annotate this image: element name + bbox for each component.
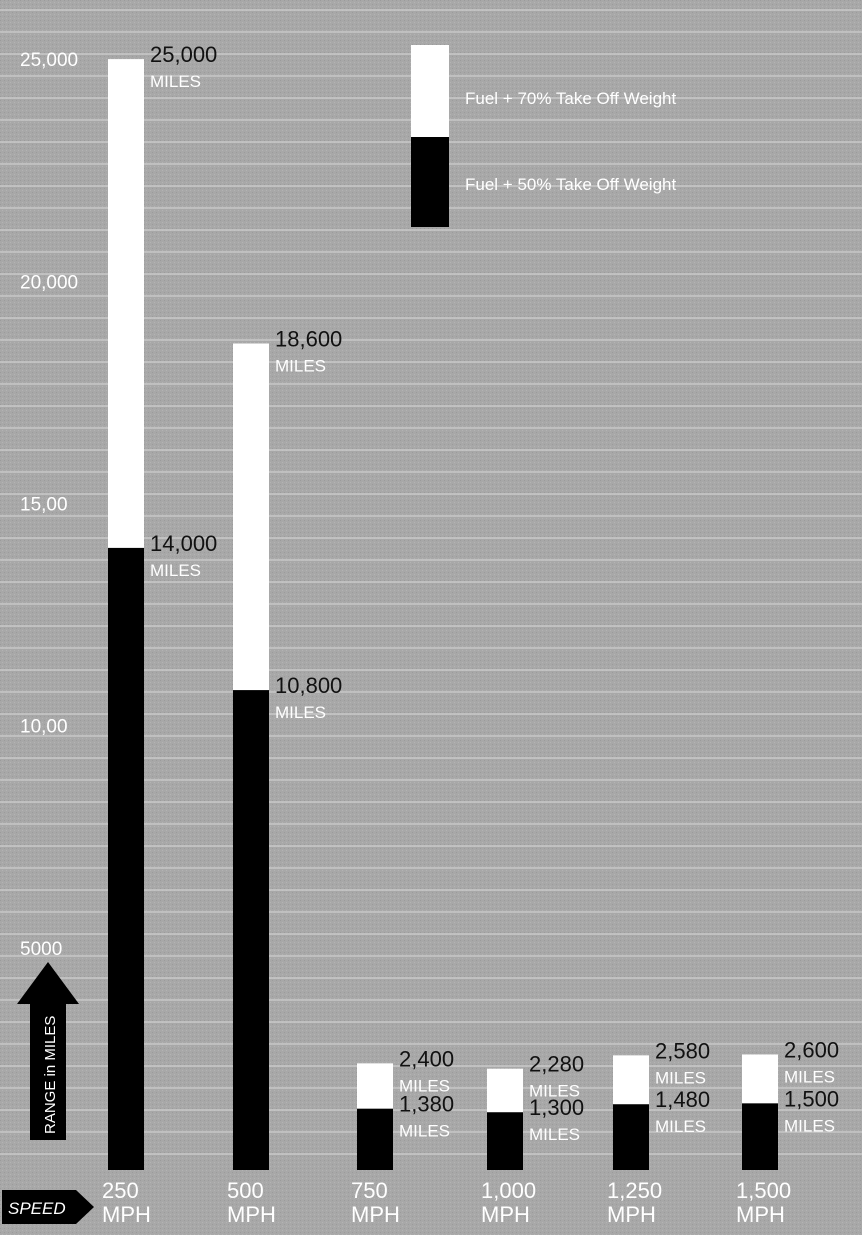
data-label-unit: MILES bbox=[529, 1082, 580, 1101]
data-label-unit: MILES bbox=[275, 703, 326, 722]
y-tick-label: 15,00 bbox=[20, 494, 68, 515]
legend-swatch-50 bbox=[411, 137, 449, 227]
y-axis-title: RANGE in MILES bbox=[42, 1016, 59, 1134]
x-tick-label: 750 bbox=[351, 1178, 388, 1203]
data-labels: 25,000 MILES 14,000 MILES 18,600 MILES 10,800 M… bbox=[150, 42, 839, 1144]
x-tick-unit: MPH bbox=[607, 1202, 656, 1227]
bar-fuel-50 bbox=[357, 1108, 393, 1170]
bar-fuel-50 bbox=[613, 1104, 649, 1170]
bar-fuel-50 bbox=[742, 1103, 778, 1170]
y-tick-label: 10,00 bbox=[20, 717, 68, 738]
x-tick-unit: MPH bbox=[351, 1202, 400, 1227]
bars bbox=[108, 59, 778, 1171]
x-tick-unit: MPH bbox=[481, 1202, 530, 1227]
y-tick-label: 5000 bbox=[20, 939, 62, 960]
bar-fuel-50 bbox=[487, 1112, 523, 1170]
legend-label-70: Fuel + 70% Take Off Weight bbox=[465, 89, 676, 108]
data-label-unit: MILES bbox=[150, 561, 201, 580]
data-label-70: 2,580 bbox=[655, 1038, 710, 1063]
x-tick-label: 1,500 bbox=[736, 1178, 791, 1203]
data-label-unit: MILES bbox=[529, 1125, 580, 1144]
x-axis: 250MPH500MPH750MPH1,000MPH1,250MPH1,500M… bbox=[2, 1178, 791, 1227]
data-label-50: 1,300 bbox=[529, 1095, 584, 1120]
x-tick-label: 500 bbox=[227, 1178, 264, 1203]
data-label-unit: MILES bbox=[784, 1067, 835, 1086]
data-label-50: 14,000 bbox=[150, 531, 217, 556]
legend-swatch-70 bbox=[411, 45, 449, 137]
y-axis-ticks: 5000 10,00 15,00 20,000 25,000 bbox=[20, 50, 78, 960]
data-label-50: 1,480 bbox=[655, 1087, 710, 1112]
bar-fuel-50 bbox=[108, 547, 144, 1170]
x-tick-unit: MPH bbox=[736, 1202, 785, 1227]
y-tick-label: 25,000 bbox=[20, 50, 78, 71]
x-tick-unit: MPH bbox=[102, 1202, 151, 1227]
data-label-50: 10,800 bbox=[275, 673, 342, 698]
data-label-unit: MILES bbox=[784, 1116, 835, 1135]
data-label-unit: MILES bbox=[399, 1122, 450, 1141]
legend: Fuel + 70% Take Off Weight Fuel + 50% Tak… bbox=[411, 45, 676, 227]
x-tick-label: 1,250 bbox=[607, 1178, 662, 1203]
y-tick-label: 20,000 bbox=[20, 272, 78, 293]
data-label-unit: MILES bbox=[275, 356, 326, 375]
data-label-70: 2,280 bbox=[529, 1052, 584, 1077]
data-label-unit: MILES bbox=[399, 1076, 450, 1095]
x-tick-label: 250 bbox=[102, 1178, 139, 1203]
x-axis-title: SPEED bbox=[8, 1199, 66, 1218]
data-label-70: 18,600 bbox=[275, 326, 342, 351]
data-label-unit: MILES bbox=[150, 72, 201, 91]
data-label-unit: MILES bbox=[655, 1068, 706, 1087]
x-tick-unit: MPH bbox=[227, 1202, 276, 1227]
y-axis-label: RANGE in MILES bbox=[17, 962, 79, 1140]
bar-fuel-50 bbox=[233, 690, 269, 1170]
x-tick-label: 1,000 bbox=[481, 1178, 536, 1203]
data-label-70: 25,000 bbox=[150, 42, 217, 67]
data-label-unit: MILES bbox=[655, 1117, 706, 1136]
data-label-50: 1,500 bbox=[784, 1086, 839, 1111]
data-label-50: 1,380 bbox=[399, 1092, 454, 1117]
legend-label-50: Fuel + 50% Take Off Weight bbox=[465, 175, 676, 194]
data-label-70: 2,600 bbox=[784, 1037, 839, 1062]
data-label-70: 2,400 bbox=[399, 1046, 454, 1071]
x-axis-arrow-icon bbox=[2, 1190, 94, 1224]
y-axis-arrow-icon bbox=[17, 962, 79, 1140]
